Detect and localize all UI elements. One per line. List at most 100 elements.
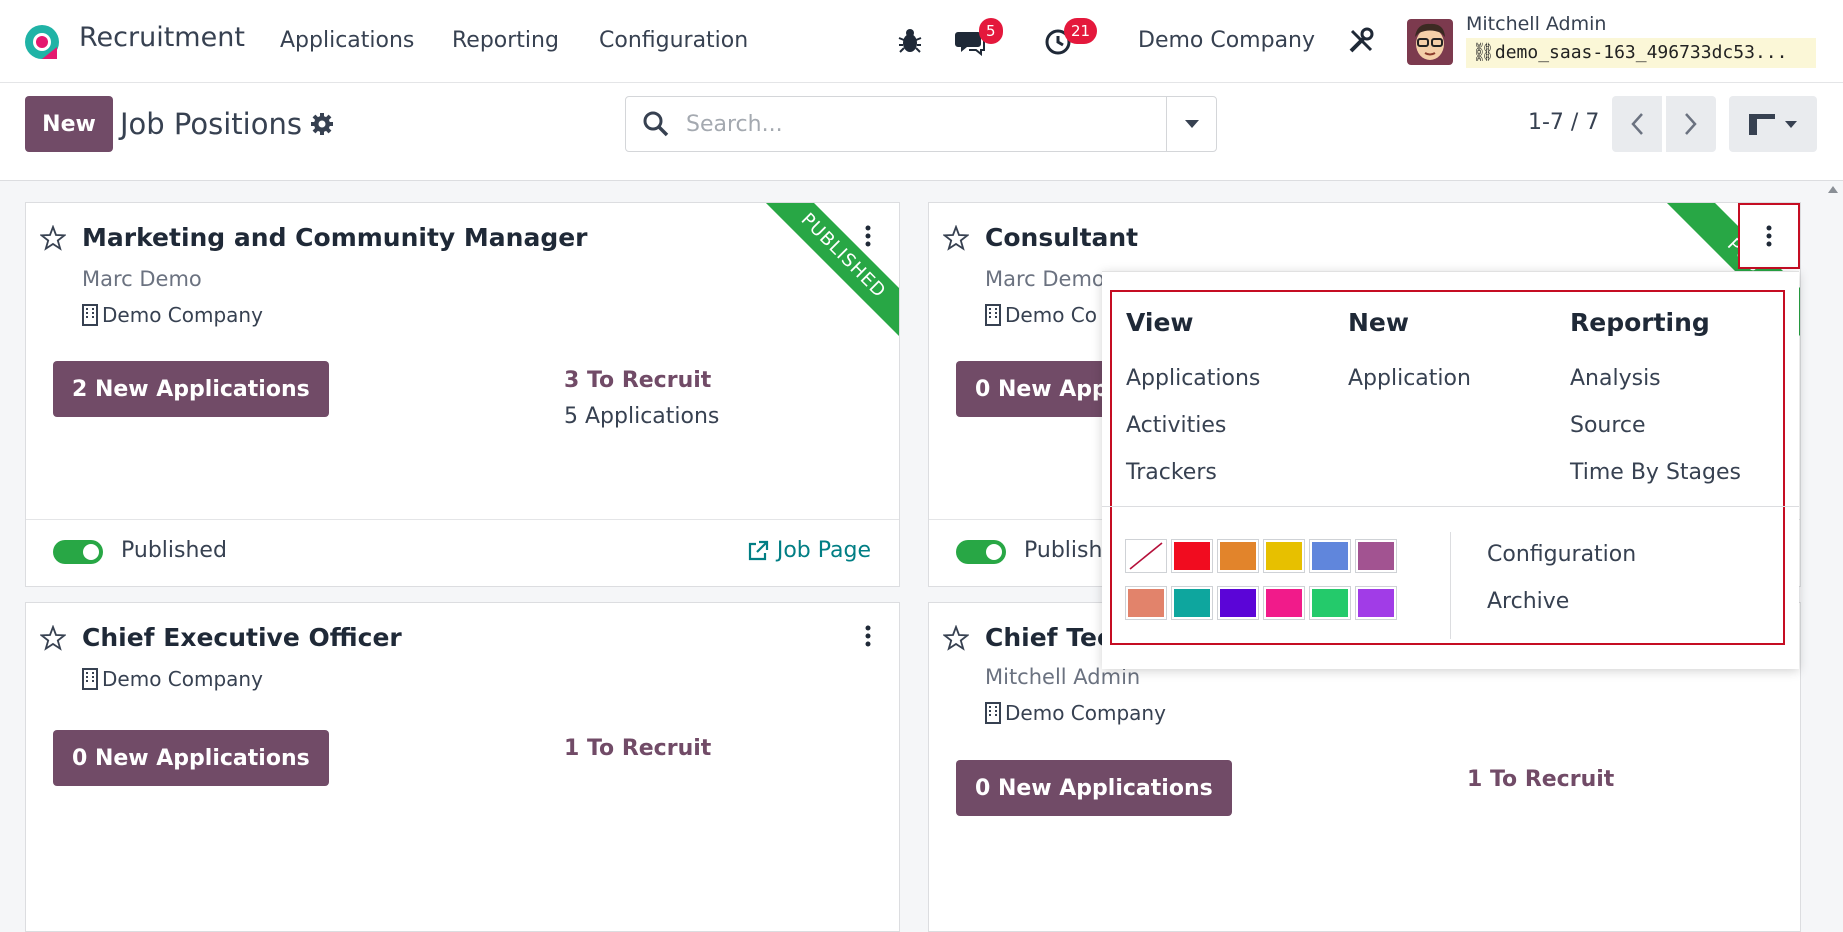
published-label: Published	[121, 538, 227, 563]
chevron-left-icon	[1630, 112, 1644, 136]
external-link-icon	[747, 540, 769, 562]
caret-down-icon	[1784, 120, 1798, 129]
job-company-label: Demo Company	[1005, 701, 1166, 725]
color-swatch[interactable]	[1218, 540, 1258, 572]
color-swatch[interactable]	[1310, 587, 1350, 619]
color-swatch[interactable]	[1264, 587, 1304, 619]
job-company-label: Demo Company	[102, 303, 263, 327]
job-company: Demo Company	[82, 303, 263, 327]
color-swatch[interactable]	[1356, 587, 1396, 619]
card-footer-divider	[26, 519, 899, 520]
pager-previous-button[interactable]	[1612, 96, 1662, 152]
color-swatch[interactable]	[1218, 587, 1258, 619]
debug-bug-icon[interactable]	[898, 28, 922, 54]
job-company: Demo Company	[82, 667, 263, 691]
consultant-card-menu-button[interactable]	[1738, 203, 1800, 269]
search-icon	[643, 111, 669, 137]
job-card-marketing[interactable]: Marketing and Community Manager Marc Dem…	[25, 202, 900, 587]
menu-reporting[interactable]: Reporting	[452, 28, 559, 53]
favorite-star-icon[interactable]	[943, 225, 969, 251]
job-title[interactable]: Marketing and Community Manager	[82, 223, 588, 252]
job-company: Demo Co	[985, 303, 1097, 327]
job-company: Demo Company	[985, 701, 1166, 725]
kanban-view-icon	[1748, 112, 1776, 136]
color-swatch[interactable]	[1126, 587, 1166, 619]
published-toggle[interactable]	[956, 540, 1006, 564]
published-toggle[interactable]	[53, 540, 103, 564]
job-recruiter: Marc Demo	[985, 267, 1105, 291]
to-recruit-link[interactable]: 1 To Recruit	[1467, 767, 1614, 792]
card-menu-icon[interactable]	[856, 225, 880, 255]
building-icon	[82, 304, 98, 326]
favorite-star-icon[interactable]	[40, 625, 66, 651]
tools-icon[interactable]	[1347, 27, 1375, 55]
messages-count-badge: 5	[979, 18, 1003, 44]
to-recruit-link[interactable]: 1 To Recruit	[564, 736, 711, 761]
page-title: Job Positions	[120, 107, 302, 141]
dropdown-new-application[interactable]: Application	[1348, 366, 1471, 391]
control-panel: New Job Positions 1-7 / 7	[0, 83, 1843, 181]
dropdown-reporting-analysis[interactable]: Analysis	[1570, 366, 1661, 391]
pager-next-button[interactable]	[1666, 96, 1716, 152]
company-switcher[interactable]: Demo Company	[1138, 28, 1315, 53]
job-title[interactable]: Consultant	[985, 223, 1138, 252]
color-swatch[interactable]	[1172, 540, 1212, 572]
search-bar	[625, 96, 1217, 152]
published-label: Publish	[1024, 538, 1102, 563]
app-name[interactable]: Recruitment	[79, 22, 245, 53]
dropdown-view-trackers[interactable]: Trackers	[1126, 460, 1217, 485]
dropdown-reporting-source[interactable]: Source	[1570, 413, 1646, 438]
recruitment-logo-icon[interactable]	[23, 23, 61, 61]
database-icon: ⛓	[1472, 42, 1495, 63]
color-swatch[interactable]	[1310, 540, 1350, 572]
search-options-toggle[interactable]	[1166, 97, 1216, 151]
kebab-menu-icon	[1766, 225, 1772, 247]
job-recruiter: Marc Demo	[82, 267, 202, 291]
building-icon	[82, 668, 98, 690]
color-swatch-none[interactable]	[1126, 540, 1166, 572]
card-menu-icon[interactable]	[856, 625, 880, 655]
menu-applications[interactable]: Applications	[280, 28, 414, 53]
user-avatar[interactable]	[1407, 19, 1453, 65]
new-button[interactable]: New	[25, 96, 113, 152]
job-page-link[interactable]: Job Page	[747, 538, 871, 563]
dropdown-reporting-time-by-stages[interactable]: Time By Stages	[1570, 460, 1741, 485]
card-dropdown-menu: View Applications Activities Trackers Ne…	[1102, 271, 1799, 669]
color-swatch[interactable]	[1264, 540, 1304, 572]
menu-configuration[interactable]: Configuration	[599, 28, 748, 53]
applications-count-link[interactable]: 5 Applications	[564, 404, 719, 429]
user-name[interactable]: Mitchell Admin	[1466, 13, 1606, 35]
scroll-up-icon[interactable]	[1827, 184, 1839, 194]
favorite-star-icon[interactable]	[943, 625, 969, 651]
new-applications-button[interactable]: 0 New Applications	[53, 730, 329, 786]
dropdown-view-heading: View	[1126, 308, 1194, 337]
new-applications-button[interactable]: 0 New Applications	[956, 760, 1232, 816]
dropdown-new-heading: New	[1348, 308, 1409, 337]
job-company-label: Demo Co	[1005, 303, 1097, 327]
favorite-star-icon[interactable]	[40, 225, 66, 251]
database-name: ⛓demo_saas-163_496733dc53...	[1466, 38, 1816, 68]
dropdown-archive[interactable]: Archive	[1487, 589, 1569, 614]
pager-value[interactable]: 1-7 / 7	[1528, 110, 1599, 135]
dropdown-reporting-heading: Reporting	[1570, 308, 1710, 337]
view-switcher-button[interactable]	[1729, 96, 1817, 152]
job-title[interactable]: Chief Executive Officer	[82, 623, 402, 652]
job-company-label: Demo Company	[102, 667, 263, 691]
color-swatch[interactable]	[1356, 540, 1396, 572]
gear-icon[interactable]	[310, 112, 334, 136]
job-title[interactable]: Chief Tec	[985, 623, 1112, 652]
dropdown-configuration[interactable]: Configuration	[1487, 542, 1636, 567]
building-icon	[985, 702, 1001, 724]
to-recruit-link[interactable]: 3 To Recruit	[564, 368, 711, 393]
database-label: demo_saas-163_496733dc53...	[1495, 42, 1788, 63]
job-card-ceo[interactable]: Chief Executive Officer Demo Company 0 N…	[25, 602, 900, 932]
chevron-right-icon	[1684, 112, 1698, 136]
dropdown-view-applications[interactable]: Applications	[1126, 366, 1260, 391]
dropdown-view-activities[interactable]: Activities	[1126, 413, 1226, 438]
search-input[interactable]	[684, 107, 1144, 141]
activities-count-badge: 21	[1064, 18, 1097, 44]
top-navbar: Recruitment Applications Reporting Confi…	[0, 0, 1843, 83]
new-applications-button[interactable]: 2 New Applications	[53, 361, 329, 417]
color-swatch[interactable]	[1172, 587, 1212, 619]
building-icon	[985, 304, 1001, 326]
